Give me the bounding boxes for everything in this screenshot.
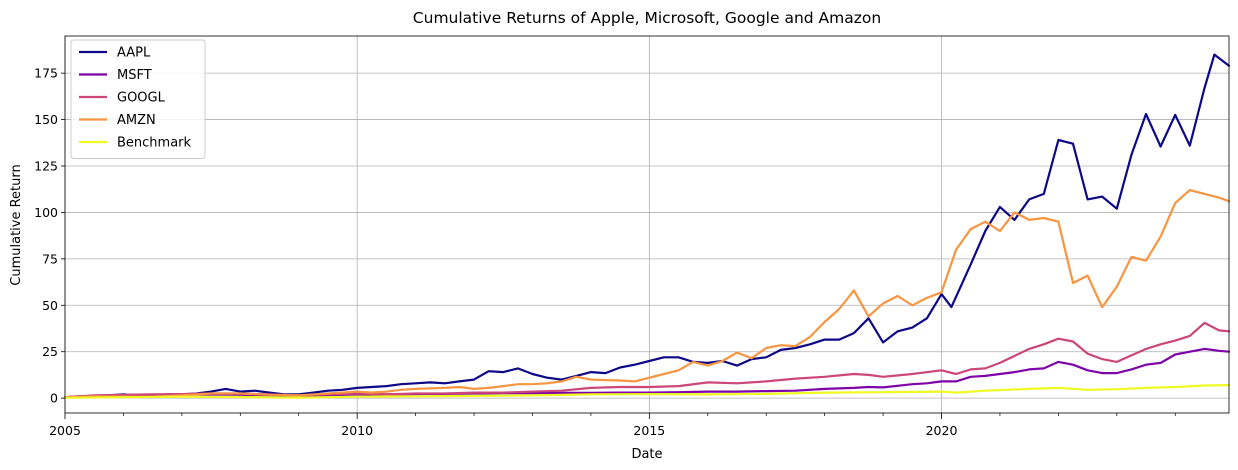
y-tick-label: 175	[34, 66, 58, 81]
y-tick-label: 100	[34, 205, 58, 220]
y-tick-label: 150	[34, 112, 58, 127]
legend-box	[70, 39, 206, 159]
chart-title: Cumulative Returns of Apple, Microsoft, …	[413, 9, 881, 27]
legend-label-benchmark: Benchmark	[117, 136, 192, 151]
series-line-amzn	[63, 189, 1231, 399]
legend-label-googl: GOOGL	[117, 91, 166, 106]
y-axis-title: Cumulative Return	[9, 164, 24, 285]
legend-label-aapl: AAPL	[117, 46, 151, 61]
legend-label-msft: MSFT	[117, 68, 152, 83]
legend: AAPL MSFT GOOGL AMZN Benchmark	[70, 39, 206, 159]
x-tick-label: 2010	[341, 423, 373, 438]
legend-label-amzn: AMZN	[117, 113, 156, 128]
x-axis-title: Date	[631, 447, 662, 462]
series-line-aapl	[63, 53, 1231, 399]
plot-area	[65, 36, 1229, 413]
y-axis: 0 25 50 75 100 125 150 175	[34, 66, 65, 406]
x-tick-label: 2005	[49, 423, 81, 438]
series-lines	[63, 53, 1231, 399]
y-tick-label: 50	[42, 298, 58, 313]
series-line-benchmark	[63, 384, 1231, 399]
y-tick-label: 25	[42, 344, 58, 359]
y-tick-label: 75	[42, 251, 58, 266]
y-tick-label: 0	[50, 391, 58, 406]
minor-ticks	[123, 413, 1176, 416]
x-tick-label: 2015	[633, 423, 665, 438]
grid-lines	[64, 36, 1229, 413]
x-axis: 2005 2010 2015 2020	[49, 413, 957, 438]
y-tick-label: 125	[34, 159, 58, 174]
plot-frame	[64, 35, 1230, 414]
x-tick-label: 2020	[926, 423, 958, 438]
